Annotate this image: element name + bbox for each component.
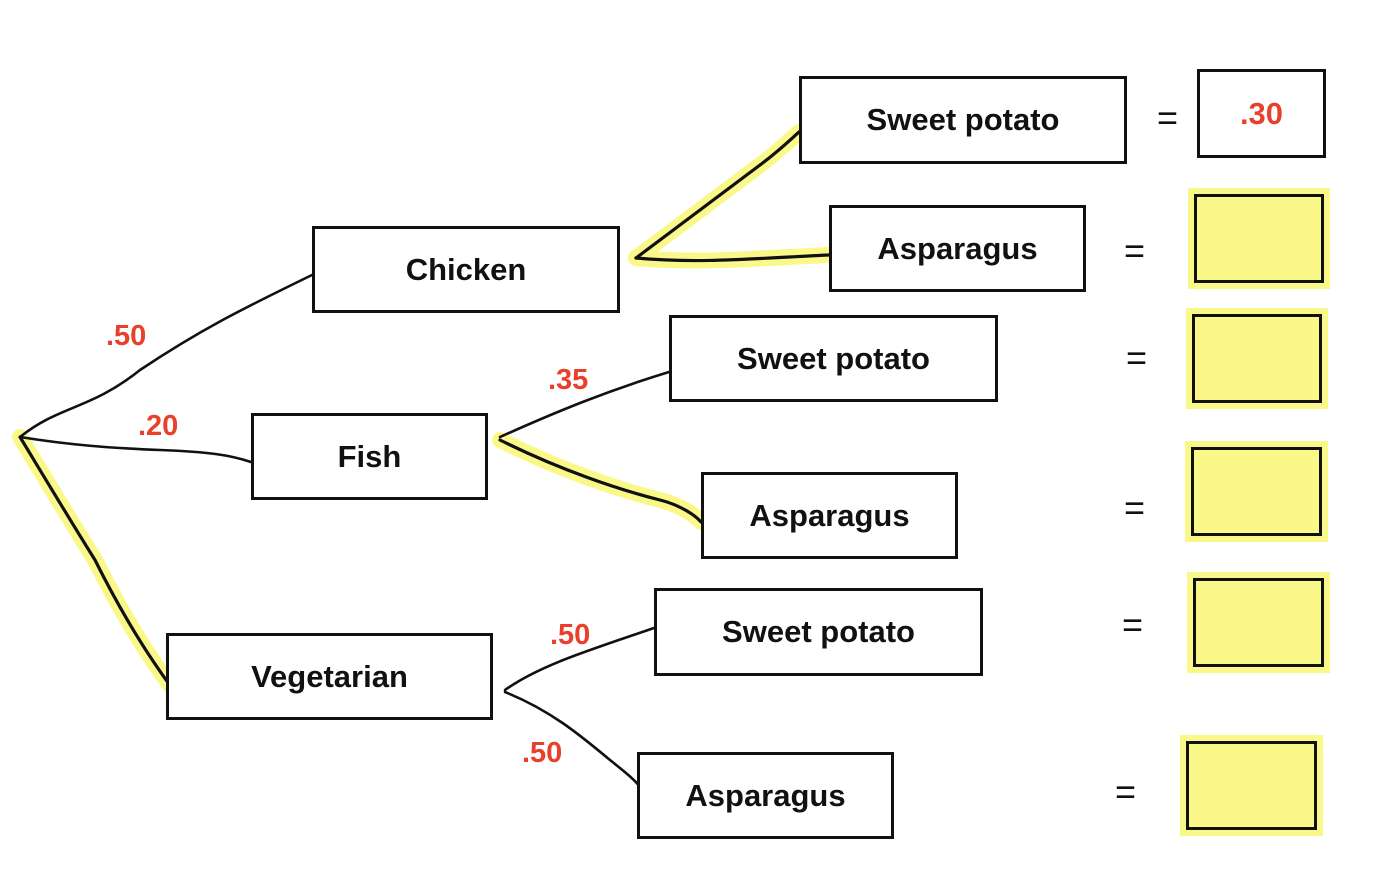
equals-sign-1: = (1157, 97, 1179, 138)
result-box-6 (1186, 741, 1317, 830)
prob-label-vegetarian-asparagus: .50 (522, 737, 563, 769)
side-box-vegetarian-sweet-potato: Sweet potato (654, 588, 983, 676)
branch-root-fish (18, 435, 253, 464)
main-box-vegetarian: Vegetarian (166, 633, 493, 720)
equals-sign-4: = (1124, 487, 1146, 528)
branch-fish-asparagus (498, 438, 703, 524)
equals-sign-2: = (1124, 230, 1146, 271)
side-box-vegetarian-asparagus: Asparagus (637, 752, 894, 839)
prob-label-chicken: .50 (106, 320, 147, 352)
result-box-3 (1192, 314, 1322, 403)
result-box-4 (1191, 447, 1322, 536)
equals-sign-3: = (1126, 337, 1148, 378)
branch-chicken-sweet-potato (634, 130, 801, 260)
main-box-fish: Fish (251, 413, 488, 500)
prob-label-vegetarian-sweet-potato: .50 (550, 619, 591, 651)
side-box-chicken-asparagus: Asparagus (829, 205, 1086, 292)
equals-sign-5: = (1122, 604, 1144, 645)
result-box-5 (1193, 578, 1324, 667)
result-box-2 (1194, 194, 1324, 283)
branch-fish-sweet-potato (498, 370, 671, 439)
branch-vegetarian-sweet-potato (503, 626, 656, 692)
side-box-fish-sweet-potato: Sweet potato (669, 315, 998, 402)
branch-chicken-asparagus (634, 253, 831, 263)
side-box-fish-asparagus: Asparagus (701, 472, 958, 559)
side-box-chicken-sweet-potato: Sweet potato (799, 76, 1127, 164)
equals-sign-6: = (1115, 771, 1137, 812)
prob-label-fish-sweet-potato: .35 (548, 364, 589, 396)
branch-vegetarian-asparagus (503, 690, 642, 789)
branch-root-chicken (18, 273, 314, 439)
branch-root-vegetarian (18, 435, 174, 690)
result-box-1: .30 (1197, 69, 1326, 158)
main-box-chicken: Chicken (312, 226, 620, 313)
prob-label-fish: .20 (138, 410, 179, 442)
